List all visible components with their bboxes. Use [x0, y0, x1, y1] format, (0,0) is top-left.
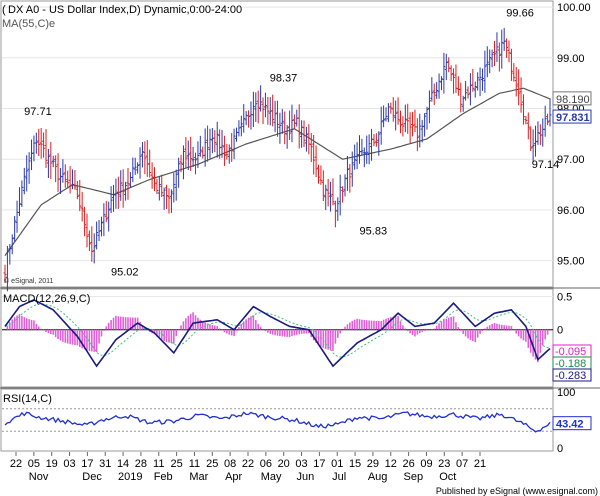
- date-day-label: 03: [63, 458, 75, 470]
- date-day-label: 26: [402, 458, 414, 470]
- date-day-label: 25: [206, 458, 218, 470]
- date-day-label: 17: [313, 458, 325, 470]
- rsi-value-tag: [552, 416, 592, 431]
- date-day-label: 28: [135, 458, 147, 470]
- date-day-label: 22: [10, 458, 22, 470]
- date-day-label: 25: [170, 458, 182, 470]
- ma-value-tag: [552, 91, 592, 106]
- rsi-value: 43.42: [556, 419, 584, 431]
- macd-lines: [4, 299, 551, 368]
- chart-title: DX A0 - US Dollar Index,D) Dynamic,0:00-…: [8, 4, 242, 16]
- rsi-axis: 10050043.42: [552, 387, 592, 455]
- macd-tick-label: 0: [557, 325, 563, 337]
- footer-publisher: Published by eSignal (www.esignal.com): [436, 486, 598, 496]
- date-day-label: 23: [438, 458, 450, 470]
- rsi-path: [4, 411, 551, 433]
- price-panel-frame: [0, 0, 554, 288]
- macd-value-tag: [552, 368, 592, 382]
- rsi-label: RSI(14,C): [3, 393, 52, 405]
- macd-value: -0.283: [555, 370, 586, 382]
- macd-signal-line: [4, 303, 551, 358]
- price-bars: [3, 27, 552, 292]
- last-price-label: 97.831: [556, 112, 590, 124]
- rsi-tick-label: 100: [557, 387, 575, 399]
- date-month-label: Dec: [82, 471, 102, 483]
- date-day-label: 11: [189, 458, 200, 470]
- date-day-label: 03: [295, 458, 307, 470]
- date-month-label: Oct: [439, 471, 456, 483]
- date-day-label: 09: [420, 458, 432, 470]
- price-extreme-label: 97.71: [24, 106, 52, 118]
- date-day-label: 22: [242, 458, 254, 470]
- date-month-label: May: [261, 471, 282, 483]
- date-month-label: Apr: [225, 471, 242, 483]
- date-day-label: 07: [456, 458, 468, 470]
- date-day-label: 08: [224, 458, 236, 470]
- macd-tick-label: 0.5: [557, 292, 572, 304]
- date-month-label: Mar: [189, 471, 208, 483]
- price-extreme-label: 99.66: [506, 7, 534, 19]
- date-day-label: 05: [28, 458, 40, 470]
- ma-label: MA(55,C)e: [2, 18, 55, 30]
- chart-title-prefix: (: [2, 4, 6, 16]
- price-tick-label: 100.00: [557, 2, 591, 14]
- macd-histogram-value: -0.095: [555, 346, 586, 358]
- date-day-label: 19: [46, 458, 58, 470]
- date-month-label: Sep: [404, 471, 424, 483]
- date-month-label: Jun: [296, 471, 314, 483]
- date-month-label: Feb: [154, 471, 173, 483]
- price-tick-label: 96.00: [557, 205, 585, 217]
- price-tick-label: 99.00: [557, 53, 585, 65]
- date-day-label: 11: [153, 458, 164, 470]
- macd-signal-value: -0.188: [555, 358, 586, 370]
- price-extreme-label: 95.83: [360, 226, 388, 238]
- date-month-label: 2019: [118, 471, 142, 483]
- price-tick-label: 97.00: [557, 154, 585, 166]
- date-day-label: 21: [474, 458, 486, 470]
- date-day-label: 14: [117, 458, 129, 470]
- last-price-tag: [552, 109, 592, 124]
- rsi-line: [4, 411, 551, 433]
- macd-histogram: [6, 312, 551, 363]
- price-tick-label: 95.00: [557, 256, 585, 268]
- date-day-label: 17: [81, 458, 93, 470]
- date-day-label: 15: [349, 458, 361, 470]
- ma-value-label: 98.190: [556, 94, 590, 106]
- rsi-tick-label: 0: [557, 443, 563, 455]
- price-annotations: 97.71 95.02 98.37 95.83 99.66 97.14: [24, 7, 559, 278]
- date-day-label: 01: [331, 458, 343, 470]
- date-day-label: 06: [260, 458, 272, 470]
- price-extreme-label: 98.37: [270, 73, 298, 85]
- date-axis: 22 05 19 03 17 31 14 28 11 25 11 25 08 22 06 20 03 17 01 15…: [10, 452, 486, 483]
- date-day-label: 29: [367, 458, 379, 470]
- price-extreme-label: 97.14: [532, 159, 560, 171]
- esignal-watermark: © eSignal, 2011: [4, 277, 54, 285]
- date-day-label: 12: [385, 458, 397, 470]
- date-month-label: Jul: [332, 471, 346, 483]
- price-extreme-label: 95.02: [111, 267, 139, 279]
- date-day-label: 31: [99, 458, 111, 470]
- macd-panel-frame: [0, 288, 554, 388]
- macd-label: MACD(12,26,9,C): [3, 293, 90, 305]
- date-day-label: 20: [278, 458, 290, 470]
- date-month-label: Nov: [29, 471, 49, 483]
- macd-axis: 0.5 0 -0.095-0.188-0.283: [552, 292, 592, 382]
- macd-line: [4, 299, 551, 368]
- date-month-label: Aug: [368, 471, 388, 483]
- price-axis: 100.0099.0098.0097.0096.0095.0098.19097.…: [552, 2, 592, 268]
